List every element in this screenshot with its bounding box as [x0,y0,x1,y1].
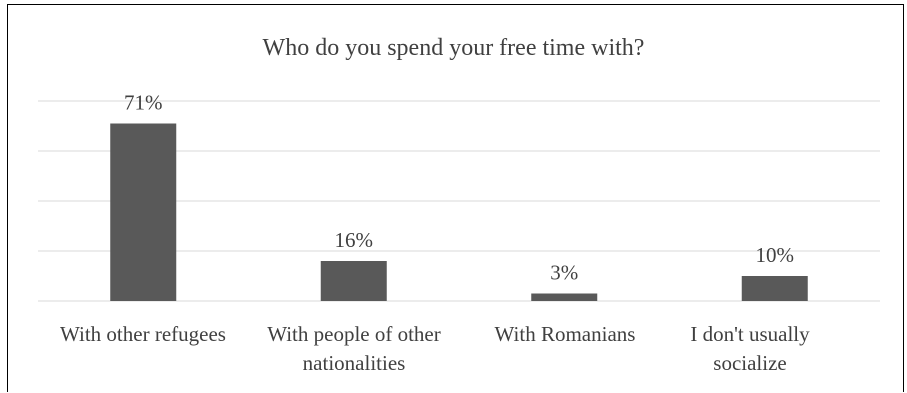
x-tick-label-with-people-of-other-nationalities: With people of other nationalities [267,322,441,375]
chart-title: Who do you spend your free time with? [262,35,645,61]
data-label-0: 71% [124,91,163,115]
bar-1 [320,261,387,301]
bar-0 [110,123,177,301]
bar-series [110,123,808,301]
bar-3 [741,276,808,301]
gridlines [38,100,880,302]
x-tick-label-i-dont-usually-socialize: I don't usually socialize [690,322,810,375]
bar-2 [531,293,598,301]
data-labels: 71% 16% 3% 10% [124,91,794,285]
x-tick-label-with-romanians: With Romanians [494,322,636,346]
data-label-1: 16% [335,228,374,252]
data-label-3: 10% [756,243,795,267]
x-tick-label-with-other-refugees: With other refugees [60,322,226,346]
data-label-2: 3% [550,261,578,285]
